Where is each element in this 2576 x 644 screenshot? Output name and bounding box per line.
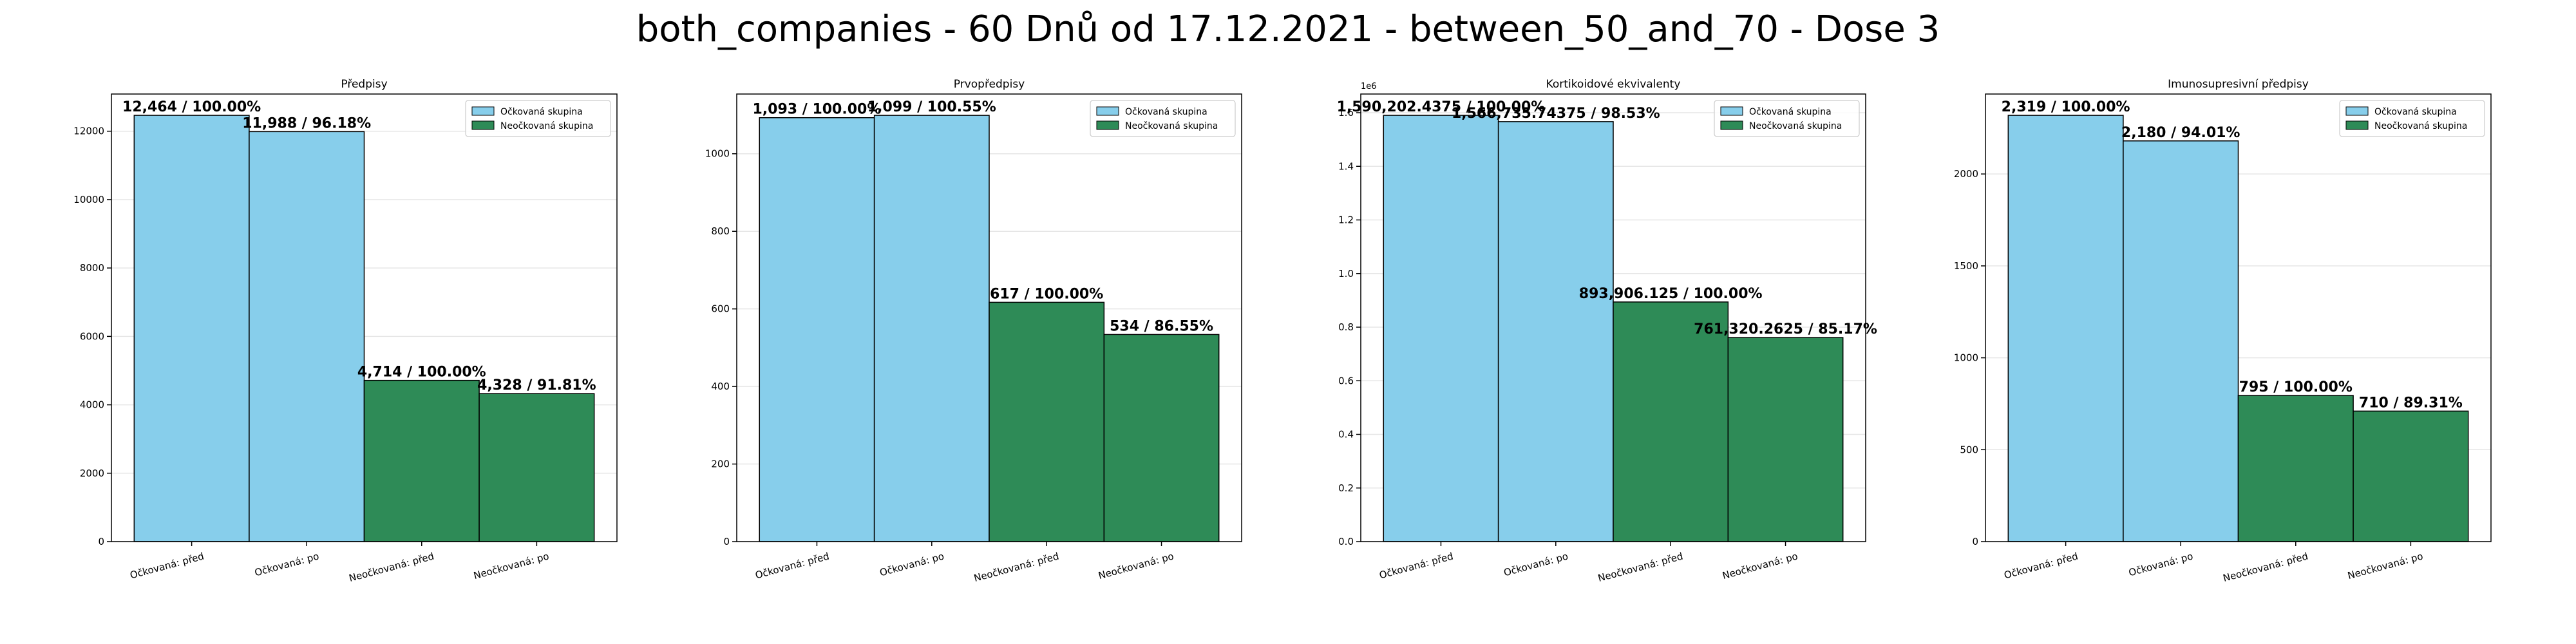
data-label: 1,099 / 100.55% (867, 99, 996, 115)
legend-swatch (1720, 120, 1743, 130)
y-tick-label: 12000 (73, 126, 104, 137)
y-tick-label: 6000 (80, 330, 104, 342)
data-label: 617 / 100.00% (990, 286, 1103, 302)
bar (1613, 301, 1729, 542)
figure-title: both_companies - 60 Dnů od 17.12.2021 - … (636, 8, 1940, 50)
y-tick-label: 1.2 (1338, 214, 1354, 226)
legend-swatch (1096, 120, 1119, 130)
y-tick-label: 0.6 (1338, 375, 1354, 386)
legend-swatch (2345, 106, 2369, 116)
y-tick-label: 0.2 (1338, 482, 1354, 494)
y-tick-label: 500 (1960, 444, 1978, 455)
data-label: 1,566,735.74375 / 98.53% (1452, 106, 1660, 122)
bar (1103, 334, 1220, 542)
legend-swatch (1720, 106, 1743, 116)
y-tick-label: 0.8 (1338, 321, 1354, 333)
x-tick-label: Očkovaná: před (2003, 550, 2079, 581)
legend-label: Neočkovaná skupina (1749, 121, 1842, 131)
y-tick-label: 1500 (1954, 260, 1978, 272)
data-label: 1,093 / 100.00% (753, 102, 882, 118)
bar (478, 393, 595, 542)
legend-label: Očkovaná skupina (2374, 107, 2457, 117)
y-tick-label: 1000 (1954, 352, 1978, 364)
bar (2353, 410, 2469, 542)
legend-label: Neočkovaná skupina (500, 121, 593, 131)
y-tick-label: 2000 (1954, 168, 1978, 180)
y-tick-label: 2000 (80, 468, 104, 479)
bar (759, 117, 875, 542)
legend-label: Očkovaná skupina (1749, 107, 1832, 117)
legend-label: Neočkovaná skupina (2374, 121, 2467, 131)
legend-swatch (471, 120, 495, 130)
data-label: 2,319 / 100.00% (2002, 99, 2130, 115)
legend-label: Očkovaná skupina (500, 107, 583, 117)
axes-frame (1360, 93, 1866, 542)
data-label: 12,464 / 100.00% (122, 99, 261, 115)
data-label: 2,180 / 94.01% (2121, 125, 2240, 141)
y-tick-label: 600 (711, 303, 730, 315)
y-tick-label: 0 (723, 536, 730, 547)
y-tick-label: 10000 (73, 194, 104, 205)
data-label: 710 / 89.31% (2359, 395, 2463, 411)
subplot-title: Imunosupresivní předpisy (2168, 78, 2309, 91)
subplot-title: Prvopředpisy (954, 78, 1025, 91)
y-tick-label: 4000 (80, 399, 104, 411)
bar (133, 115, 250, 542)
legend-label: Očkovaná skupina (1125, 107, 1208, 117)
x-tick-label: Očkovaná: po (2127, 550, 2194, 578)
y-tick-label: 1.6 (1338, 107, 1354, 118)
legend-box (1090, 100, 1236, 137)
legend-box (2339, 100, 2485, 137)
y-tick-label: 0.0 (1338, 536, 1354, 547)
y-offset-label: 1e6 (1361, 82, 1377, 91)
legend-swatch (471, 106, 495, 116)
x-tick-label: Neočkovaná: po (2346, 550, 2424, 582)
x-tick-label: Neočkovaná: před (2222, 550, 2309, 584)
data-label: 534 / 86.55% (1110, 318, 1213, 334)
y-tick-label: 0 (98, 536, 104, 547)
data-label: 4,714 / 100.00% (357, 365, 486, 381)
bar (873, 115, 990, 542)
bar (2123, 140, 2239, 542)
y-tick-label: 800 (711, 225, 730, 237)
bar (2007, 115, 2124, 542)
y-tick-label: 1.4 (1338, 160, 1354, 172)
data-label: 893,906.125 / 100.00% (1579, 286, 1763, 302)
axes-frame (1985, 93, 2492, 542)
y-tick-label: 200 (711, 459, 730, 470)
bar (2237, 395, 2354, 542)
legend-swatch (1096, 106, 1119, 116)
bar (1383, 115, 1499, 542)
y-tick-label: 0 (1972, 536, 1978, 547)
legend-label: Neočkovaná skupina (1125, 121, 1218, 131)
subplot-title: Předpisy (341, 78, 387, 91)
subplot-title: Kortikoidové ekvivalenty (1546, 78, 1681, 91)
legend-box (465, 100, 611, 137)
y-tick-label: 400 (711, 381, 730, 392)
bar (989, 301, 1105, 542)
data-label: 4,328 / 91.81% (477, 377, 596, 393)
bar (249, 131, 365, 542)
axes-frame (736, 93, 1242, 542)
y-tick-label: 0.4 (1338, 429, 1354, 440)
legend-box (1714, 100, 1860, 137)
data-label: 11,988 / 96.18% (242, 115, 371, 131)
legend-swatch (2345, 120, 2369, 130)
bar (1497, 121, 1614, 542)
axes-frame (111, 93, 618, 542)
data-label: 1,590,202.4375 / 100.00% (1337, 99, 1546, 115)
y-tick-label: 1.0 (1338, 268, 1354, 279)
data-label: 795 / 100.00% (2239, 379, 2353, 395)
y-tick-label: 8000 (80, 262, 104, 274)
data-label: 761,320.2625 / 85.17% (1694, 321, 1877, 337)
bar (1727, 337, 1844, 542)
y-tick-label: 1000 (705, 148, 730, 160)
